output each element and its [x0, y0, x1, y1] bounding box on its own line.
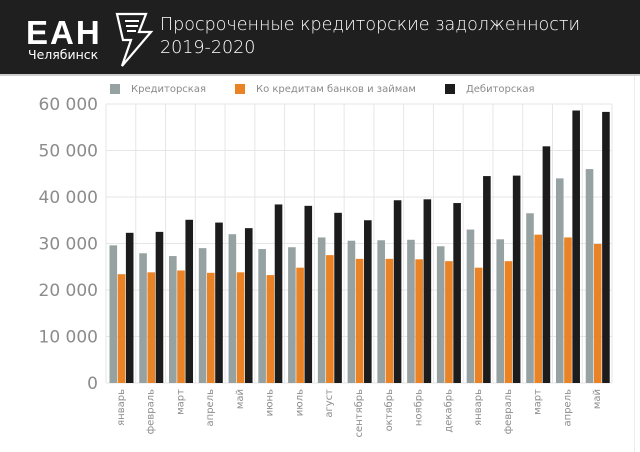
grid-lines: [105, 103, 613, 384]
x-tick-label: октябрь: [384, 389, 395, 432]
bar-creditor: [466, 229, 475, 383]
header-banner: ЕАН Челябинск Просроченные кредиторские …: [0, 0, 640, 75]
legend-label-loans: Ко кредитам банков и займам: [256, 83, 416, 95]
legend-swatch-creditor: [110, 84, 120, 94]
bar-loans: [177, 270, 185, 383]
bar-loans: [593, 243, 602, 383]
y-tick-label: 60 000: [39, 95, 98, 115]
bar-loans: [117, 274, 126, 383]
bar-loans: [266, 275, 275, 383]
x-tick-label: февраль: [503, 389, 514, 434]
bar-creditor: [585, 169, 594, 383]
bar-creditor: [317, 237, 326, 383]
bar-loans: [326, 255, 334, 383]
chart-legend: Кредиторская Ко кредитам банков и займам…: [110, 81, 564, 97]
panel-border: [634, 76, 635, 452]
y-tick-label: 30 000: [39, 235, 98, 255]
x-tick-label: январь: [473, 389, 484, 426]
bar-creditor: [555, 178, 564, 383]
bar-creditor: [496, 239, 505, 383]
bar-debtor: [304, 205, 313, 383]
bar-creditor: [436, 246, 445, 383]
logo-subtitle: Челябинск: [28, 47, 99, 62]
bar-debtor: [244, 228, 253, 383]
bar-debtor: [602, 111, 610, 383]
bar-creditor: [258, 249, 266, 383]
bar-loans: [564, 237, 572, 383]
bar-creditor: [407, 239, 415, 383]
x-tick-label: ноябрь: [414, 389, 425, 426]
bar-loans: [355, 258, 364, 383]
bar-debtor: [155, 231, 164, 383]
x-tick-label: апрель: [562, 389, 573, 427]
header-divider: [0, 74, 640, 76]
bars: [109, 110, 610, 383]
legend-swatch-loans: [235, 84, 245, 94]
bar-creditor: [139, 253, 147, 383]
legend-item-creditor: Кредиторская: [110, 84, 206, 95]
x-tick-label: май: [235, 389, 246, 409]
bar-debtor: [483, 176, 491, 383]
x-tick-label: январь: [116, 389, 127, 426]
bar-creditor: [228, 234, 237, 383]
bar-loans: [474, 267, 483, 383]
x-tick-label: агуст: [324, 389, 335, 418]
x-tick-label: февраль: [146, 389, 157, 434]
bar-creditor: [377, 240, 385, 383]
bar-debtor: [125, 232, 134, 383]
bar-creditor: [347, 240, 356, 383]
bar-debtor: [215, 222, 223, 383]
bar-loans: [534, 234, 543, 383]
bar-loans: [504, 261, 513, 383]
x-tick-label: март: [533, 389, 544, 415]
bar-debtor: [274, 204, 283, 383]
y-tick-label: 10 000: [39, 328, 98, 348]
bar-loans: [206, 272, 215, 383]
bar-debtor: [542, 146, 551, 383]
x-tick-label: сентябрь: [354, 389, 365, 438]
bar-debtor: [393, 200, 402, 383]
x-tick-label: июль: [294, 389, 305, 416]
legend-label-creditor: Кредиторская: [131, 83, 206, 95]
bar-debtor: [334, 212, 342, 383]
bar-debtor: [364, 220, 372, 383]
y-tick-label: 50 000: [39, 142, 98, 162]
bar-creditor: [169, 256, 177, 383]
y-axis-ticks: 0 10 000 20 000 30 000 40 000 50 000 60 000: [39, 95, 98, 394]
x-tick-label: апрель: [205, 389, 216, 427]
lightning-bolt-icon: [115, 12, 154, 67]
bar-loans: [385, 258, 394, 383]
y-tick-label: 0: [87, 374, 98, 394]
x-tick-label: июнь: [265, 389, 276, 416]
legend-swatch-debtor: [444, 84, 455, 94]
x-axis-ticks: январь февраль март апрель май июнь июль агуст с…: [116, 389, 603, 438]
bar-debtor: [572, 110, 580, 383]
bar-debtor: [185, 219, 194, 383]
bar-loans: [296, 267, 304, 383]
legend-label-debtor: Дебиторская: [465, 83, 535, 95]
bar-debtor: [512, 175, 521, 383]
chart-title: Просроченные кредиторские задолженности: [160, 15, 580, 35]
bar-loans: [415, 259, 423, 383]
bar-creditor: [198, 248, 207, 383]
legend-item-loans: Ко кредитам банков и займам: [235, 84, 416, 95]
bar-loans: [445, 261, 453, 383]
bar-debtor: [453, 203, 461, 383]
y-tick-label: 40 000: [39, 188, 98, 208]
x-tick-label: май: [592, 389, 603, 409]
bar-debtor: [423, 199, 432, 383]
x-tick-label: март: [175, 389, 186, 415]
bar-loans: [147, 272, 156, 383]
bar-creditor: [526, 213, 534, 383]
bar-loans: [236, 272, 245, 383]
bar-creditor: [109, 245, 118, 383]
bar-creditor: [288, 247, 296, 383]
legend-item-debtor: Дебиторская: [444, 83, 535, 95]
logo-text: ЕАН: [26, 14, 102, 51]
chart-subtitle-years: 2019-2020: [160, 38, 256, 58]
x-tick-label: декабрь: [443, 389, 454, 433]
y-tick-label: 20 000: [39, 281, 98, 301]
